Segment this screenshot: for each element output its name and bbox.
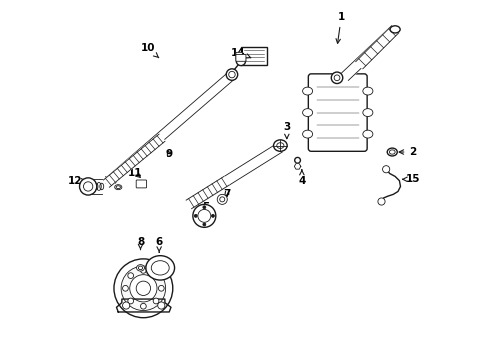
Ellipse shape — [85, 183, 90, 190]
Circle shape — [203, 206, 205, 209]
Polygon shape — [186, 144, 282, 209]
Ellipse shape — [302, 87, 312, 95]
Text: 13: 13 — [103, 176, 118, 186]
Polygon shape — [294, 163, 300, 169]
Circle shape — [153, 273, 159, 279]
Circle shape — [294, 157, 300, 163]
Circle shape — [153, 298, 159, 304]
Circle shape — [127, 273, 133, 279]
Ellipse shape — [362, 130, 372, 138]
Polygon shape — [341, 26, 398, 80]
Ellipse shape — [145, 256, 174, 280]
Text: 15: 15 — [402, 174, 420, 184]
Text: 5: 5 — [202, 202, 209, 215]
Circle shape — [140, 303, 146, 309]
Circle shape — [192, 204, 215, 227]
Text: 4: 4 — [298, 170, 305, 186]
FancyBboxPatch shape — [136, 180, 146, 188]
Polygon shape — [116, 299, 171, 312]
Ellipse shape — [362, 109, 372, 117]
Ellipse shape — [362, 87, 372, 95]
Text: 7: 7 — [223, 189, 230, 199]
Circle shape — [211, 215, 214, 217]
FancyBboxPatch shape — [235, 54, 245, 61]
Polygon shape — [103, 134, 164, 187]
Circle shape — [122, 285, 128, 291]
Circle shape — [194, 215, 197, 217]
Circle shape — [158, 285, 164, 291]
Ellipse shape — [273, 140, 286, 151]
Ellipse shape — [386, 148, 396, 156]
Circle shape — [377, 198, 384, 205]
Text: 3: 3 — [283, 122, 290, 139]
Text: 10: 10 — [140, 43, 159, 58]
Circle shape — [121, 266, 165, 311]
Circle shape — [226, 69, 237, 80]
Polygon shape — [186, 176, 229, 209]
Circle shape — [217, 194, 227, 204]
Ellipse shape — [115, 185, 122, 190]
Ellipse shape — [389, 26, 399, 33]
Text: 12: 12 — [68, 176, 85, 186]
Ellipse shape — [136, 265, 144, 271]
Circle shape — [114, 259, 172, 318]
Polygon shape — [355, 26, 398, 69]
Circle shape — [122, 302, 129, 309]
Text: 8: 8 — [137, 237, 144, 249]
Text: 14: 14 — [230, 48, 250, 58]
Circle shape — [129, 275, 157, 302]
Text: 11: 11 — [128, 168, 142, 178]
Circle shape — [382, 166, 389, 173]
Text: 2: 2 — [398, 147, 416, 157]
Text: 6: 6 — [155, 237, 163, 252]
Circle shape — [127, 298, 133, 304]
Circle shape — [330, 72, 342, 84]
Polygon shape — [103, 71, 236, 187]
Ellipse shape — [302, 109, 312, 117]
Bar — [241, 46, 266, 65]
Ellipse shape — [302, 130, 312, 138]
Circle shape — [203, 223, 205, 226]
Text: 9: 9 — [165, 149, 172, 159]
Circle shape — [140, 267, 146, 273]
Text: 1: 1 — [335, 12, 344, 43]
FancyBboxPatch shape — [235, 52, 242, 59]
FancyBboxPatch shape — [308, 74, 366, 151]
Circle shape — [236, 56, 245, 66]
Circle shape — [80, 178, 97, 195]
Circle shape — [158, 302, 164, 309]
